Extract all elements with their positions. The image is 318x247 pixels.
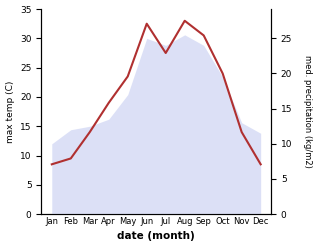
Y-axis label: med. precipitation (kg/m2): med. precipitation (kg/m2): [303, 55, 313, 168]
X-axis label: date (month): date (month): [117, 231, 195, 242]
Y-axis label: max temp (C): max temp (C): [5, 80, 15, 143]
